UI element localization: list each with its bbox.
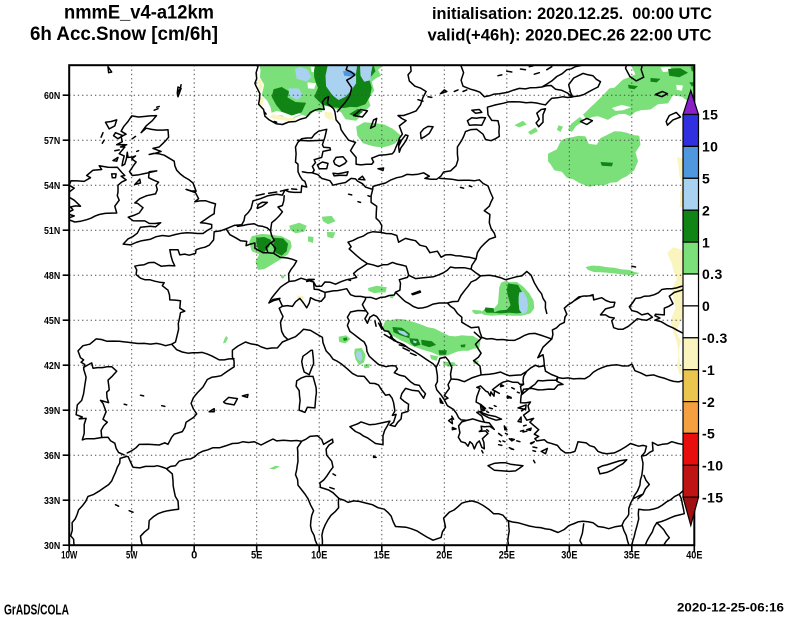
svg-text:57N: 57N [44, 136, 60, 147]
svg-text:2020-12-25-06:16: 2020-12-25-06:16 [677, 603, 784, 615]
svg-text:30N: 30N [44, 541, 60, 552]
svg-text:48N: 48N [44, 271, 60, 282]
svg-text:40E: 40E [686, 549, 702, 561]
svg-text:33N: 33N [44, 496, 60, 507]
svg-text:10E: 10E [311, 549, 327, 561]
svg-text:-0.3: -0.3 [702, 330, 728, 346]
svg-text:-2: -2 [702, 394, 715, 410]
svg-text:42N: 42N [44, 361, 60, 372]
svg-text:54N: 54N [44, 181, 60, 192]
svg-text:-10: -10 [702, 458, 723, 474]
svg-text:25E: 25E [499, 549, 515, 561]
svg-text:5W: 5W [126, 549, 138, 561]
svg-text:20E: 20E [436, 549, 452, 561]
svg-text:6h Acc.Snow [cm/6h]: 6h Acc.Snow [cm/6h] [30, 24, 218, 45]
svg-text:nmmE_v4-a12km: nmmE_v4-a12km [64, 3, 214, 24]
svg-text:5E: 5E [251, 549, 263, 561]
svg-text:1: 1 [702, 234, 710, 250]
svg-text:-1: -1 [702, 362, 715, 378]
svg-text:0.3: 0.3 [702, 266, 723, 282]
svg-text:valid(+46h): 2020.DEC.26 22:00: valid(+46h): 2020.DEC.26 22:00 UTC [428, 26, 712, 45]
svg-text:39N: 39N [44, 406, 60, 417]
svg-text:-15: -15 [702, 489, 723, 505]
svg-text:-5: -5 [702, 426, 715, 442]
svg-text:30E: 30E [561, 549, 577, 561]
svg-text:36N: 36N [44, 451, 60, 462]
svg-text:initialisation: 2020.12.25. 0: initialisation: 2020.12.25. 00:00 UTC [432, 4, 712, 23]
svg-text:10: 10 [702, 139, 718, 155]
svg-text:10W: 10W [61, 549, 78, 561]
svg-text:35E: 35E [624, 549, 640, 561]
svg-text:15: 15 [702, 107, 718, 123]
svg-text:45N: 45N [44, 316, 60, 327]
svg-text:0: 0 [702, 298, 710, 314]
svg-text:51N: 51N [44, 226, 60, 237]
svg-text:GrADS/COLA: GrADS/COLA [4, 603, 69, 618]
svg-text:2: 2 [702, 202, 710, 218]
svg-text:60N: 60N [44, 91, 60, 102]
svg-text:5: 5 [702, 171, 710, 187]
svg-text:0: 0 [191, 549, 197, 561]
svg-text:15E: 15E [374, 549, 390, 561]
